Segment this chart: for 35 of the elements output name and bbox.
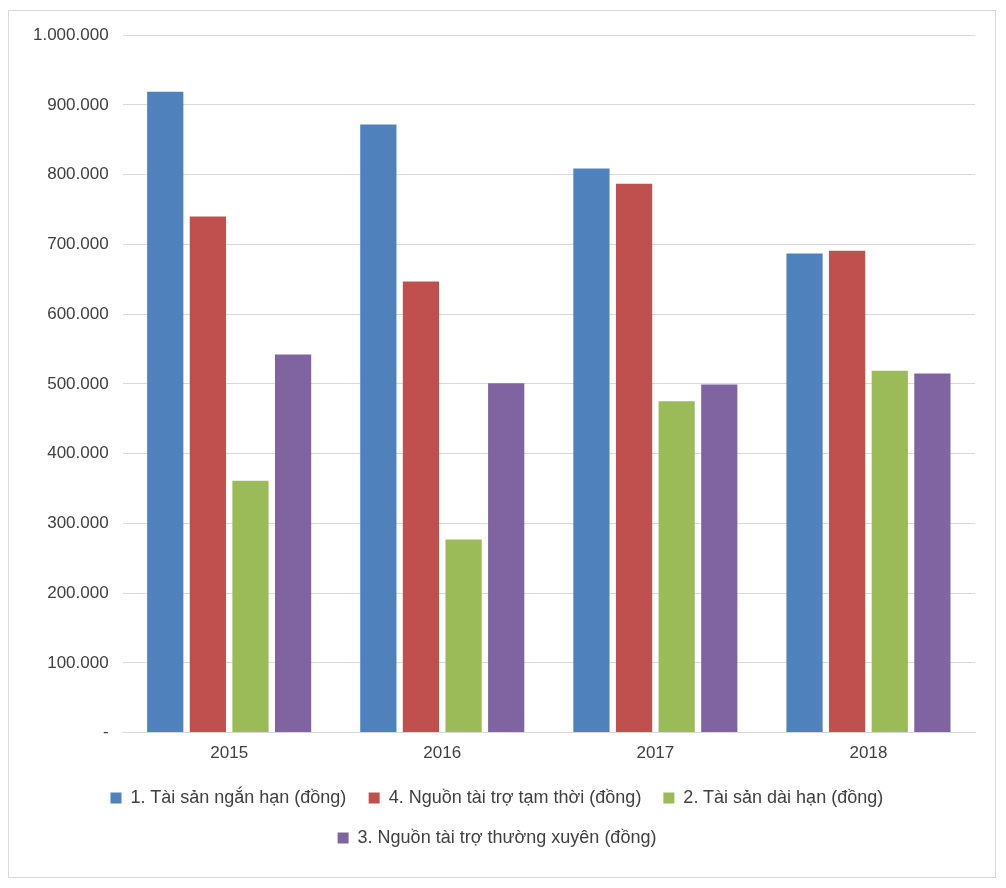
bar [488,383,525,733]
bar [402,281,440,733]
x-tick-label: 2015 [210,743,249,763]
x-tick-label: 2016 [423,743,462,763]
y-tick-label: 900.000 [47,94,109,114]
bar [147,91,184,733]
y-tick-label: 500.000 [47,373,109,393]
bar [658,401,695,733]
legend-label: 3. Nguồn tài trợ thường xuyên (đồng) [357,826,657,847]
bar [232,480,269,733]
bar [445,539,482,733]
legend-label: 4. Nguồn tài trợ tạm thời (đồng) [388,786,642,807]
bar [615,183,653,733]
y-tick-label: 800.000 [47,164,109,184]
bar [360,124,397,733]
bar [871,370,908,733]
legend-label: 1. Tài sản ngắn hạn (đồng) [130,785,347,807]
bar [701,384,738,733]
bar [573,168,610,733]
y-tick-label: 300.000 [47,513,109,533]
y-tick-label: 400.000 [47,443,109,463]
bar [829,250,866,733]
y-tick-label: - [102,722,109,742]
y-tick-label: 200.000 [47,582,109,602]
x-tick-label: 2017 [636,743,675,763]
legend-label: 2. Tài sản dài hạn (đồng) [683,786,884,807]
bar [786,253,823,733]
y-tick-label: 100.000 [47,652,109,672]
bar [274,354,312,733]
bar [189,216,226,733]
bar [914,373,951,733]
y-tick-label: 700.000 [47,234,109,254]
x-tick-label: 2018 [849,743,888,763]
y-tick-label: 1.000.000 [32,24,109,44]
y-tick-label: 600.000 [47,303,109,323]
